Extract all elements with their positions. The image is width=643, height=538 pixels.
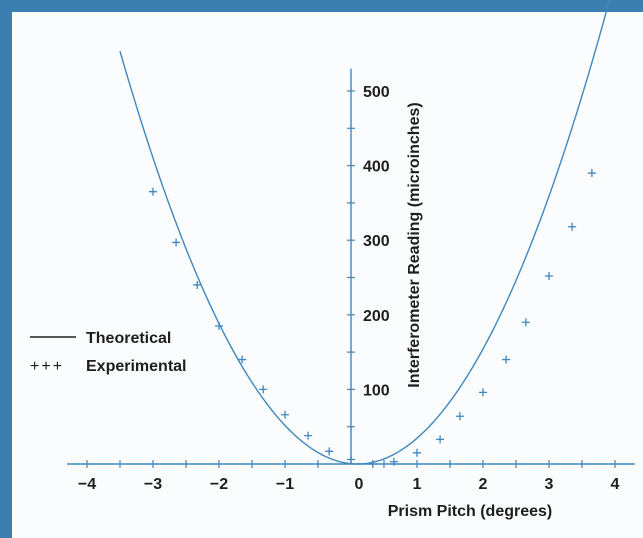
y-tick-label: 300 bbox=[363, 233, 390, 250]
x-tick-label: 0 bbox=[355, 476, 364, 493]
x-tick-label: −1 bbox=[276, 476, 294, 493]
y-tick-label: 500 bbox=[363, 84, 390, 101]
x-tick-label: 1 bbox=[413, 476, 422, 493]
x-tick-label: 2 bbox=[479, 476, 488, 493]
y-tick-label: 400 bbox=[363, 159, 390, 176]
y-axis-title: Interferometer Reading (microinches) bbox=[406, 102, 423, 387]
experimental-point bbox=[193, 280, 202, 289]
x-tick-label: 4 bbox=[611, 476, 620, 493]
experimental-point bbox=[568, 222, 577, 231]
experimental-point bbox=[389, 457, 398, 466]
x-tick-label: −2 bbox=[210, 476, 228, 493]
experimental-point bbox=[281, 410, 289, 419]
experimental-point bbox=[172, 238, 181, 247]
experimental-point bbox=[368, 460, 377, 468]
y-tick-label: 200 bbox=[363, 308, 390, 325]
experimental-point bbox=[215, 321, 223, 330]
experimental-point bbox=[436, 435, 445, 444]
x-axis-title: Prism Pitch (degrees) bbox=[388, 503, 553, 520]
experimental-point bbox=[149, 187, 157, 196]
x-tick-label: 3 bbox=[545, 476, 554, 493]
x-tick-label: −4 bbox=[78, 476, 96, 493]
y-tick-labels: 100 200 300 400 500 bbox=[363, 84, 390, 399]
legend-label-theoretical: Theoretical bbox=[86, 330, 171, 347]
legend-marker-swatch: +++ bbox=[30, 358, 64, 375]
legend: Theoretical +++ Experimental bbox=[30, 330, 186, 375]
experimental-point bbox=[259, 385, 268, 394]
x-tick-label: −3 bbox=[144, 476, 162, 493]
y-tick-label: 100 bbox=[363, 382, 390, 399]
experimental-point bbox=[545, 272, 553, 281]
x-tick-labels: −4 −3 −2 −1 0 1 2 3 4 bbox=[78, 476, 620, 493]
legend-label-experimental: Experimental bbox=[86, 358, 186, 375]
theoretical-curve bbox=[119, 0, 611, 465]
experimental-point bbox=[587, 169, 596, 178]
experimental-point bbox=[304, 431, 313, 440]
theoretical-series bbox=[119, 0, 611, 465]
experimental-point bbox=[455, 412, 464, 421]
experimental-point bbox=[238, 355, 247, 364]
experimental-point bbox=[521, 318, 530, 327]
experimental-point bbox=[479, 388, 487, 397]
axis-ticks bbox=[86, 90, 616, 468]
experimental-series bbox=[149, 169, 596, 468]
experimental-point bbox=[413, 448, 421, 457]
experimental-point bbox=[347, 455, 355, 464]
experimental-point bbox=[325, 447, 334, 456]
experimental-point bbox=[502, 355, 511, 364]
